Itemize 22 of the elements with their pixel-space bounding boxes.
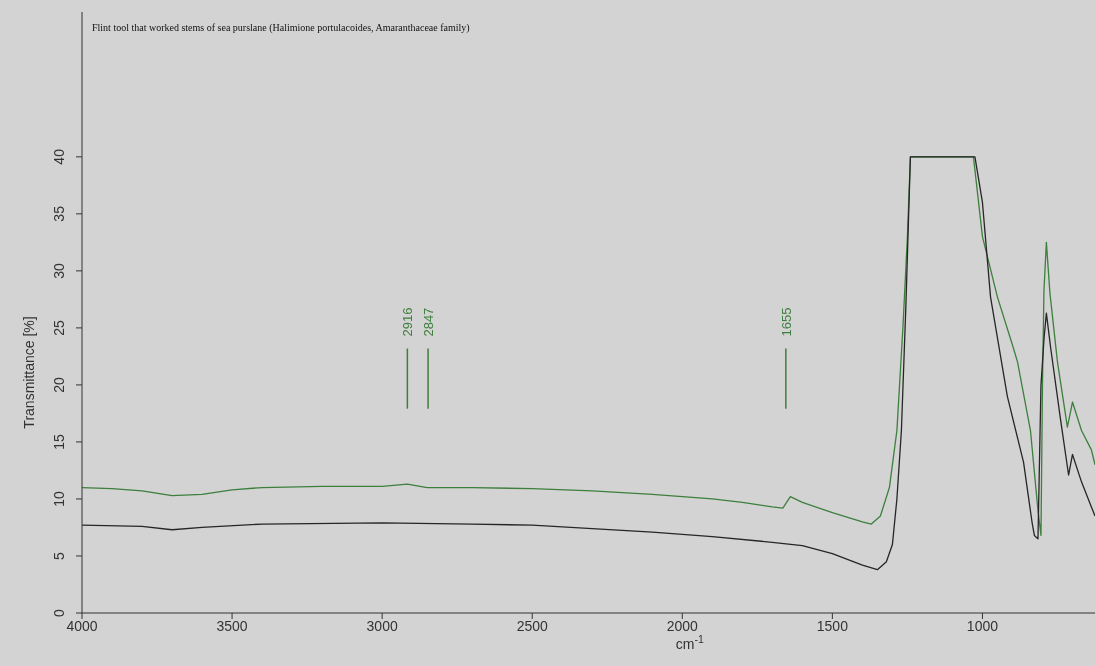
y-tick-label: 0 [51, 608, 67, 617]
y-tick-label: 35 [51, 205, 67, 222]
y-tick-label: 25 [51, 319, 67, 336]
y-axis-title: Transmittance [%] [21, 316, 37, 429]
text: Flint tool that worked stems of sea purslane (Halimione portulacoides, Amaranthaceae family) [92, 22, 470, 33]
ref-line-label: 1655 [778, 307, 794, 337]
x-tick-label: 2500 [516, 617, 548, 634]
x-tick-label: 1500 [816, 617, 849, 634]
y-tick-label: 5 [51, 551, 67, 560]
ref-line-label: 2847 [421, 307, 437, 337]
x-tick-label: 2000 [666, 617, 699, 634]
x-tick-label: 3500 [216, 617, 248, 634]
y-tick-label: 20 [51, 376, 67, 393]
x-tick-label: 3000 [366, 617, 398, 634]
y-tick-label: 10 [51, 490, 67, 507]
ref-line-label: 2916 [400, 307, 416, 337]
x-tick-label: 1000 [966, 617, 999, 634]
y-tick-label: 15 [51, 433, 67, 450]
y-tick-label: 30 [51, 262, 67, 279]
y-tick-label: 40 [51, 148, 67, 165]
x-axis-title: cm$^{-1}$ [675, 633, 704, 652]
x-tick-label: 4000 [66, 617, 98, 634]
